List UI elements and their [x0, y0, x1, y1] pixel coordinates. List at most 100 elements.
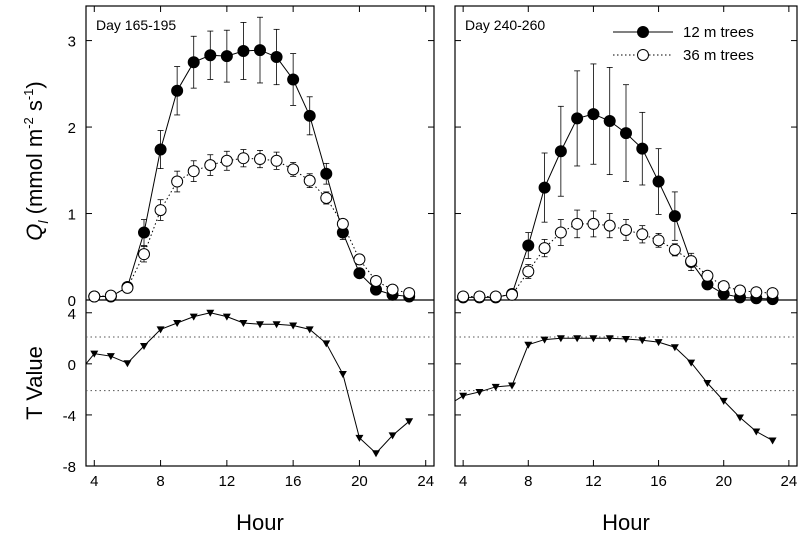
data-point — [289, 322, 298, 330]
data-point — [220, 154, 233, 167]
data-point — [187, 165, 200, 178]
y-tick-label: 0 — [68, 293, 76, 310]
data-point — [171, 175, 184, 188]
data-point — [571, 112, 584, 125]
y-tick-label: 4 — [68, 306, 76, 323]
data-point — [587, 108, 600, 121]
data-point — [305, 326, 314, 334]
x-tick-label: 8 — [524, 473, 532, 490]
data-point — [573, 335, 582, 343]
data-point — [88, 290, 101, 303]
plot-frame — [454, 5, 798, 467]
data-point — [636, 228, 649, 241]
data-point — [187, 56, 200, 69]
data-point — [768, 437, 777, 445]
series-36m — [88, 149, 416, 303]
series-t-value — [85, 309, 414, 458]
data-point — [605, 335, 614, 343]
data-point — [320, 191, 333, 204]
data-point — [668, 210, 681, 223]
legend-marker — [637, 26, 649, 38]
data-point — [355, 434, 364, 442]
data-point — [204, 159, 217, 172]
data-point — [652, 175, 665, 188]
data-point — [687, 359, 696, 367]
data-point — [90, 350, 99, 358]
data-point — [489, 290, 502, 303]
data-point — [272, 321, 281, 329]
data-point — [622, 335, 630, 343]
x-tick-label: 24 — [417, 473, 434, 490]
data-point — [322, 340, 331, 348]
series-line — [94, 157, 410, 298]
data-point — [270, 51, 283, 64]
data-point — [106, 353, 115, 361]
data-point — [701, 269, 714, 282]
data-point — [506, 288, 518, 301]
series-36m — [457, 209, 779, 303]
y-tick-label: -8 — [63, 459, 76, 476]
series-t-value — [454, 335, 777, 445]
data-point — [338, 371, 347, 379]
data-point — [206, 309, 215, 317]
data-point — [603, 115, 616, 128]
data-point — [654, 339, 663, 347]
x-tick-label: 16 — [285, 473, 302, 490]
data-point — [336, 217, 349, 230]
data-point — [556, 335, 565, 343]
data-point — [154, 204, 167, 217]
data-point — [386, 283, 399, 296]
series-12m — [457, 63, 779, 306]
data-point — [524, 341, 533, 349]
data-point — [388, 432, 397, 440]
data-point — [353, 267, 366, 280]
data-point — [303, 174, 316, 187]
x-tick-label: 4 — [459, 473, 467, 490]
series-12m — [88, 16, 416, 303]
x-tick-label: 12 — [219, 473, 236, 490]
data-point — [620, 223, 632, 236]
data-point — [121, 281, 134, 294]
data-point — [750, 286, 763, 299]
data-point — [685, 255, 698, 268]
data-point — [457, 290, 470, 303]
data-point — [475, 388, 484, 396]
data-point — [173, 319, 182, 327]
y-tick-label: 3 — [68, 34, 76, 51]
data-point — [734, 284, 746, 297]
legend-marker — [637, 49, 649, 61]
data-point — [254, 153, 266, 166]
data-point — [204, 49, 217, 62]
data-point — [104, 289, 117, 302]
data-point — [222, 313, 231, 321]
data-point — [620, 127, 632, 140]
data-point — [171, 84, 184, 97]
panel-2: Day 240-260 4 8 12 16 20 24 Hour 12 m trees 36 m … — [454, 5, 798, 535]
x-tick-label: 20 — [351, 473, 368, 490]
data-point — [638, 337, 647, 345]
data-point — [636, 142, 649, 155]
data-point — [703, 380, 712, 387]
data-point — [603, 219, 616, 232]
x-tick-label: 16 — [650, 473, 667, 490]
data-point — [123, 360, 132, 368]
data-point — [554, 145, 567, 158]
y-tick-label: 1 — [68, 207, 76, 224]
data-point — [237, 152, 250, 165]
data-point — [254, 44, 266, 57]
data-point — [752, 428, 761, 436]
data-point — [156, 326, 165, 334]
x-tick-label: 24 — [781, 473, 798, 490]
x-tick-label: 4 — [90, 473, 98, 490]
data-point — [540, 336, 549, 344]
data-point — [522, 265, 535, 278]
data-point — [287, 163, 300, 176]
data-point — [508, 382, 516, 390]
y-axis-title-bottom: T Value — [22, 346, 47, 420]
data-point — [287, 73, 300, 86]
data-point — [554, 226, 567, 239]
data-point — [522, 239, 535, 252]
data-point — [405, 418, 414, 426]
